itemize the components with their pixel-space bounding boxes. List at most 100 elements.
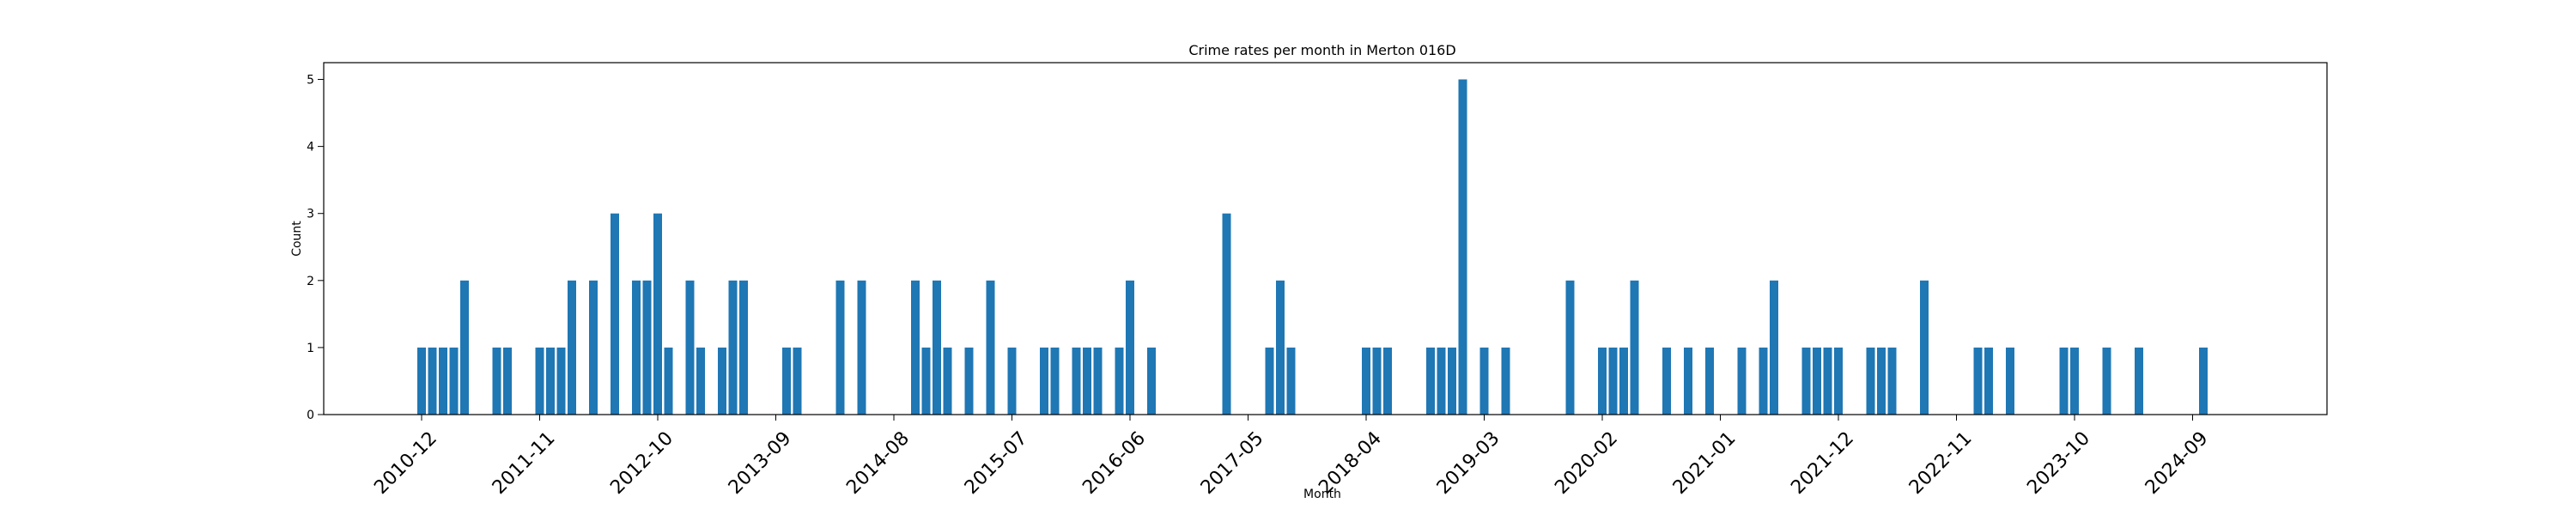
bar-2020-08 (1662, 347, 1671, 415)
bar-2018-11 (1437, 347, 1446, 415)
bar-2016-06 (1126, 280, 1134, 415)
bar-2018-04 (1362, 347, 1370, 415)
x-tick-label: 2013-09 (725, 427, 796, 499)
bar-2017-08 (1276, 280, 1285, 415)
bar-2017-09 (1286, 347, 1296, 415)
bar-2017-07 (1265, 347, 1274, 415)
bar-2010-12 (417, 347, 426, 415)
bar-2014-10 (911, 280, 920, 415)
bar-2011-12 (546, 347, 555, 415)
bar-2023-04 (2006, 347, 2014, 415)
bar-2021-11 (1823, 347, 1832, 415)
bars-group (417, 79, 2208, 415)
bar-2014-05 (857, 280, 866, 415)
bar-2023-02 (1984, 347, 1993, 415)
bar-2021-10 (1813, 347, 1821, 415)
x-axis-label: Month (1303, 488, 1341, 501)
bar-2011-08 (503, 347, 512, 415)
y-tick-label: 1 (307, 342, 314, 355)
bar-2012-08 (632, 280, 641, 415)
x-tick-label: 2015-07 (961, 427, 1032, 499)
bar-2023-10 (2070, 347, 2079, 415)
bar-2011-02 (439, 347, 447, 415)
bar-2012-04 (589, 280, 598, 415)
bar-2011-01 (428, 347, 437, 415)
bar-2023-01 (1973, 347, 1983, 415)
bar-2013-01 (685, 280, 695, 415)
bar-2023-09 (2059, 347, 2069, 415)
plot-frame (323, 62, 2328, 415)
bar-2014-03 (835, 280, 845, 415)
bar-2020-05 (1630, 280, 1639, 415)
bar-2020-02 (1598, 347, 1607, 415)
bar-2011-03 (449, 347, 459, 415)
bar-2019-05 (1501, 347, 1510, 415)
bar-2015-10 (1040, 347, 1048, 415)
bar-2017-03 (1222, 213, 1231, 415)
bar-2015-01 (943, 347, 952, 415)
y-axis-label: Count (290, 221, 304, 257)
bar-2013-05 (728, 280, 738, 415)
bar-2013-06 (739, 280, 748, 415)
bar-2021-09 (1801, 347, 1811, 415)
bar-2015-03 (964, 347, 974, 415)
bar-2014-12 (933, 280, 941, 415)
bar-2011-07 (492, 347, 501, 415)
bar-2020-03 (1608, 347, 1618, 415)
x-tick-label: 2012-10 (606, 427, 677, 499)
x-tick-label: 2024-09 (2142, 427, 2213, 499)
bar-2013-11 (793, 347, 802, 415)
bar-2016-01 (1072, 347, 1081, 415)
bar-2012-11 (664, 347, 673, 415)
bar-2019-11 (1565, 280, 1575, 415)
bar-2012-02 (568, 280, 576, 415)
bar-2021-03 (1737, 347, 1747, 415)
bar-2019-01 (1458, 79, 1467, 415)
x-axis: 2010-12 2011-11 2012-10 2013-09 2014-08 2015-… (370, 415, 2212, 499)
bar-2022-04 (1877, 347, 1886, 415)
x-tick-label: 2010-12 (370, 427, 441, 499)
x-tick-label: 2014-08 (842, 427, 914, 499)
bar-2015-11 (1050, 347, 1060, 415)
x-tick-label: 2022-11 (1905, 427, 1977, 499)
y-tick-label: 5 (307, 74, 314, 88)
bar-2021-05 (1759, 347, 1768, 415)
bar-2011-11 (535, 347, 544, 415)
bar-2016-08 (1147, 347, 1156, 415)
y-tick-label: 3 (307, 208, 314, 221)
y-tick-label: 0 (307, 409, 314, 422)
bar-2011-04 (460, 280, 469, 415)
bar-2012-09 (642, 280, 652, 415)
x-tick-label: 2019-03 (1433, 427, 1504, 499)
bar-2024-01 (2102, 347, 2111, 415)
bar-2018-12 (1448, 347, 1456, 415)
bar-2022-03 (1866, 347, 1875, 415)
y-axis: 0 1 2 3 4 5 (307, 74, 324, 422)
bar-2013-10 (782, 347, 791, 415)
bar-2019-03 (1479, 347, 1489, 415)
bar-2016-03 (1093, 347, 1103, 415)
bar-2021-12 (1834, 347, 1843, 415)
x-tick-label: 2017-05 (1197, 427, 1268, 499)
y-tick-label: 4 (307, 141, 314, 154)
bar-2018-05 (1372, 347, 1382, 415)
bar-2018-06 (1383, 347, 1392, 415)
bar-2020-04 (1619, 347, 1628, 415)
bar-2020-12 (1705, 347, 1714, 415)
bar-2015-05 (986, 280, 995, 415)
bar-2013-02 (696, 347, 705, 415)
bar-2014-11 (921, 347, 931, 415)
bar-2021-06 (1770, 280, 1778, 415)
x-tick-label: 2023-10 (2023, 427, 2094, 499)
bar-2016-05 (1115, 347, 1124, 415)
x-tick-label: 2016-06 (1078, 427, 1150, 499)
chart-title: Crime rates per month in Merton 016D (1188, 42, 1455, 58)
bar-2024-04 (2135, 347, 2143, 415)
bar-2013-04 (718, 347, 726, 415)
bar-2024-10 (2199, 347, 2208, 415)
bar-2012-06 (611, 213, 619, 415)
x-tick-label: 2021-12 (1787, 427, 1858, 499)
bar-2012-01 (556, 347, 566, 415)
x-tick-label: 2020-02 (1551, 427, 1622, 499)
